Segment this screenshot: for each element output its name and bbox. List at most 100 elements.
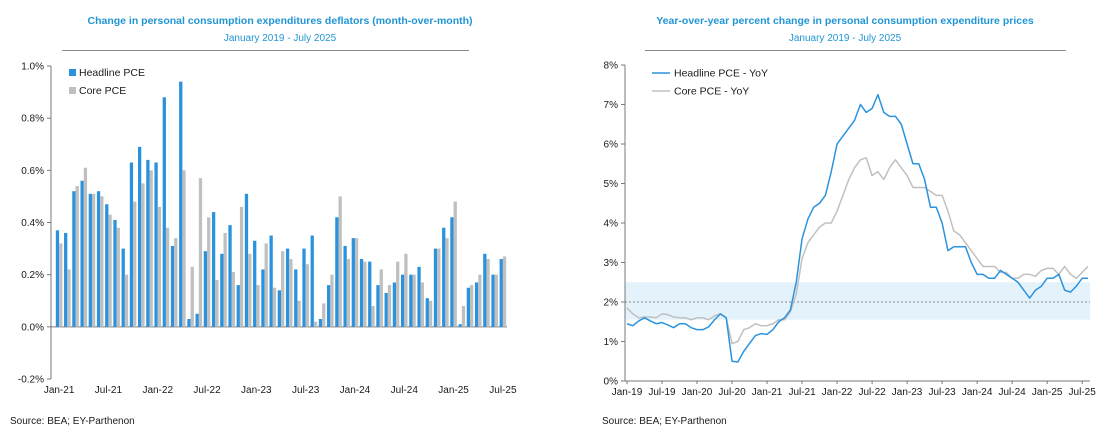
mom-bar-core (108, 214, 112, 327)
mom-bar-headline (261, 269, 265, 327)
mom-bar-core (338, 196, 342, 327)
yoy-line-chart: 0% 1% 2% 3% 4% 5% 6% 7% 8% Jan-19 Jul-19 Jan-20 Jul-… (604, 61, 1097, 399)
mom-x-tick-label: Jul-21 (95, 385, 123, 396)
mom-bar-headline (138, 146, 142, 327)
mom-legend-label-core: Core PCE (79, 85, 126, 97)
yoy-x-tick-label: Jul-24 (999, 387, 1027, 398)
mom-bar-core (190, 266, 194, 327)
mom-bar-headline (88, 193, 92, 327)
mom-bar-headline (491, 274, 495, 327)
mom-bar-core (305, 264, 309, 327)
yoy-title-rule (645, 50, 1066, 51)
mom-bar-headline (409, 274, 413, 327)
mom-x-tick-label: Jan-23 (241, 385, 272, 396)
mom-bar-core (330, 274, 334, 327)
yoy-x-tick-label: Jul-22 (858, 387, 886, 398)
mom-y-tick-label: 0.4% (21, 218, 44, 229)
mom-bar-core (281, 251, 285, 327)
mom-bar-headline (458, 324, 462, 327)
mom-bar-headline (425, 298, 429, 327)
mom-bar-headline (474, 282, 479, 327)
mom-bar-headline (170, 245, 175, 327)
mom-bar-core (59, 243, 63, 327)
mom-bar-headline (318, 319, 323, 327)
mom-bar-headline (253, 240, 257, 327)
yoy-x-tick-label: Jan-19 (612, 387, 643, 398)
mom-bar-headline (442, 227, 446, 327)
mom-bar-headline (96, 191, 101, 327)
mom-bar-core (256, 285, 260, 327)
mom-bar-core (198, 178, 203, 327)
mom-bar-headline (400, 274, 405, 327)
mom-bar-headline (72, 191, 76, 327)
mom-bar-core (478, 274, 482, 327)
mom-bar-core (412, 274, 416, 327)
mom-bar-headline (121, 248, 125, 327)
mom-bar-headline (129, 162, 134, 327)
mom-bar-core (231, 272, 235, 327)
mom-bar-headline (483, 253, 487, 327)
mom-bar-headline (203, 251, 208, 327)
mom-bar-chart: -0.2% 0.0% 0.2% 0.4% 0.6% 0.8% 1.0% Jan-21 Jul-2… (18, 62, 517, 397)
mom-bar-core (371, 305, 375, 327)
mom-source-note: Source: BEA; EY-Parthenon (10, 416, 135, 427)
mom-bar-headline (228, 225, 232, 327)
mom-bar-core (297, 300, 301, 327)
yoy-y-tick-label: 5% (604, 179, 619, 190)
mom-bar-headline (277, 290, 281, 327)
mom-y-tick-label: 0.0% (21, 322, 44, 333)
mom-chart-subtitle: January 2019 - July 2025 (223, 33, 337, 44)
yoy-x-tick-label: Jan-22 (822, 387, 853, 398)
mom-bar-headline (343, 245, 347, 327)
mom-legend-swatch-core (69, 87, 76, 94)
mom-bar-headline (359, 259, 364, 327)
yoy-source-note: Source: BEA; EY-Parthenon (602, 416, 727, 427)
mom-bar-core (100, 196, 104, 327)
mom-bar-core (437, 248, 441, 327)
yoy-y-tick-label: 2% (604, 298, 619, 309)
mom-bar-headline (80, 180, 84, 327)
mom-bar-core (289, 259, 293, 327)
yoy-x-tick-label: Jan-20 (682, 387, 713, 398)
mom-bar-core (445, 238, 449, 327)
mom-bar-core (461, 305, 466, 327)
mom-bar-headline (466, 287, 471, 327)
yoy-x-tick-label: Jan-23 (892, 387, 923, 398)
yoy-x-tick-label: Jul-20 (718, 387, 746, 398)
mom-bar-core (379, 269, 383, 327)
mom-bar-core (207, 217, 211, 327)
mom-bar-headline (294, 269, 298, 327)
yoy-x-tick-label: Jan-25 (1032, 387, 1063, 398)
yoy-x-tick-label: Jul-21 (788, 387, 816, 398)
mom-bar-headline (310, 235, 314, 327)
mom-bar-core (149, 170, 153, 327)
yoy-x-tick-label: Jul-19 (648, 387, 676, 398)
yoy-y-tick-label: 1% (604, 337, 619, 348)
mom-x-tick-label: Jan-21 (44, 385, 75, 396)
mom-bar-headline (269, 235, 273, 327)
mom-chart-title: Change in personal consumption expenditu… (87, 15, 473, 27)
yoy-target-band (625, 282, 1090, 320)
mom-bar-headline (335, 217, 339, 327)
mom-bar-headline (236, 285, 240, 327)
mom-bar-headline (392, 282, 397, 327)
yoy-y-tick-label: 3% (604, 258, 619, 269)
mom-bar-headline (146, 159, 150, 327)
mom-bar-headline (384, 292, 388, 327)
mom-bar-core (75, 185, 79, 327)
yoy-x-tick-label: Jan-21 (752, 387, 783, 398)
yoy-y-tick-label: 7% (604, 100, 619, 111)
yoy-y-tick-label: 4% (604, 219, 619, 230)
mom-bar-headline (179, 81, 183, 327)
yoy-chart-title: Year-over-year percent change in persona… (656, 15, 1034, 27)
mom-bar-headline (220, 253, 224, 327)
mom-bar-core (141, 183, 145, 327)
mom-bar-core (91, 193, 96, 327)
mom-bar-core (346, 259, 351, 327)
mom-x-tick-label: Jan-22 (142, 385, 173, 396)
mom-bar-headline (417, 266, 421, 327)
mom-bar-core (313, 321, 318, 327)
yoy-x-tick-label: Jul-23 (928, 387, 956, 398)
mom-bar-core (387, 285, 392, 327)
mom-y-tick-label: 0.8% (21, 114, 44, 125)
